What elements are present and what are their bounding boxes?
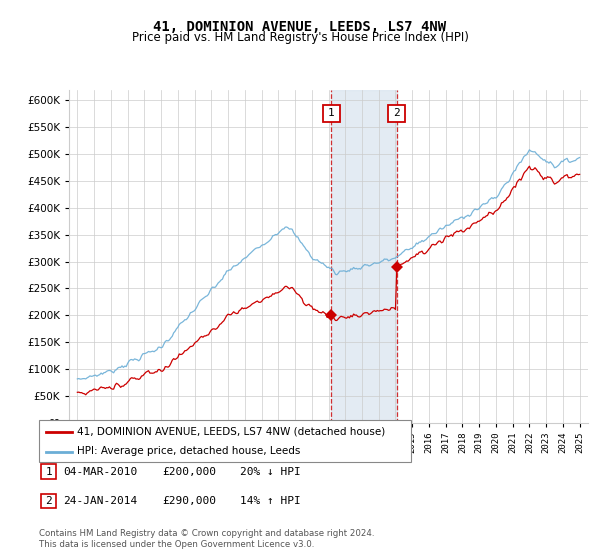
- Text: 2: 2: [393, 108, 400, 118]
- Text: 2: 2: [45, 496, 52, 506]
- Text: 1: 1: [328, 108, 335, 118]
- Text: 41, DOMINION AVENUE, LEEDS, LS7 4NW: 41, DOMINION AVENUE, LEEDS, LS7 4NW: [154, 20, 446, 34]
- Text: Contains HM Land Registry data © Crown copyright and database right 2024.
This d: Contains HM Land Registry data © Crown c…: [39, 529, 374, 549]
- Text: £290,000: £290,000: [162, 496, 216, 506]
- Text: 20% ↓ HPI: 20% ↓ HPI: [240, 466, 301, 477]
- Text: 14% ↑ HPI: 14% ↑ HPI: [240, 496, 301, 506]
- Text: Price paid vs. HM Land Registry's House Price Index (HPI): Price paid vs. HM Land Registry's House …: [131, 31, 469, 44]
- Text: 24-JAN-2014: 24-JAN-2014: [63, 496, 137, 506]
- Bar: [331, 90, 397, 423]
- Text: HPI: Average price, detached house, Leeds: HPI: Average price, detached house, Leed…: [77, 446, 300, 456]
- Text: 41, DOMINION AVENUE, LEEDS, LS7 4NW (detached house): 41, DOMINION AVENUE, LEEDS, LS7 4NW (det…: [77, 427, 385, 437]
- Text: £200,000: £200,000: [162, 466, 216, 477]
- Text: 04-MAR-2010: 04-MAR-2010: [63, 466, 137, 477]
- Text: 1: 1: [45, 466, 52, 477]
